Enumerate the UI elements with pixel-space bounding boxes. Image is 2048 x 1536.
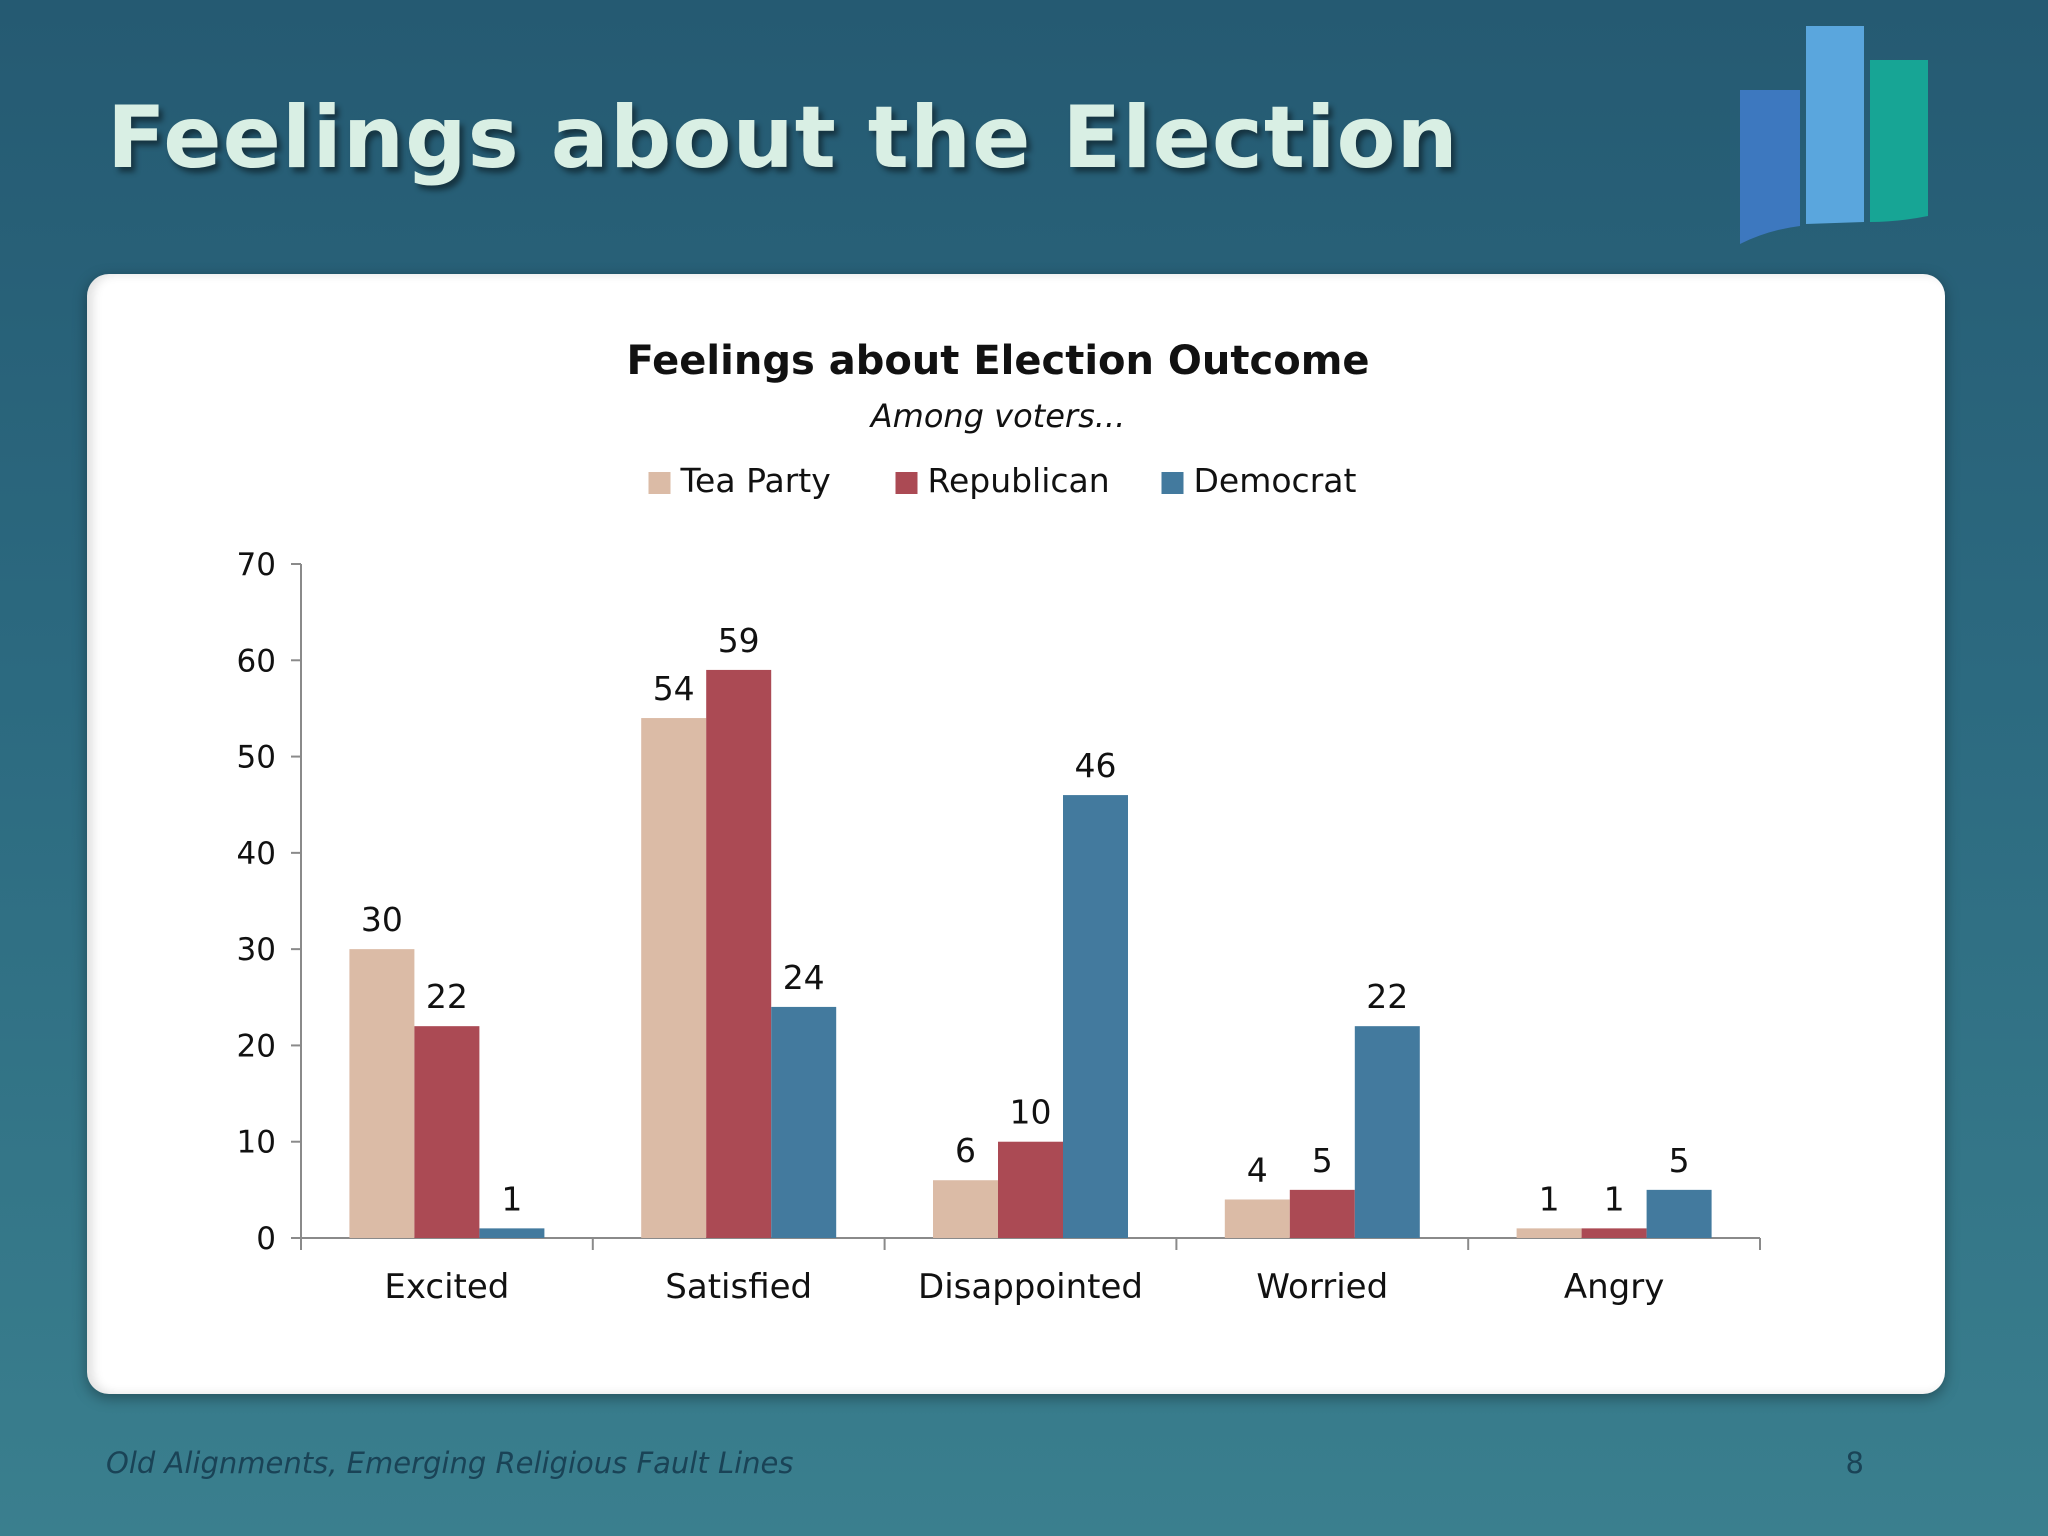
bar-tea-party	[933, 1180, 998, 1238]
legend-swatch	[1161, 472, 1184, 494]
bar-tea-party	[1224, 1199, 1290, 1238]
y-tick-label: 70	[237, 547, 276, 583]
chart-bars	[349, 669, 1712, 1238]
bar-data-label: 10	[1010, 1093, 1052, 1132]
legend-label: Tea Party	[680, 461, 831, 500]
bar-data-label: 30	[361, 900, 403, 939]
legend-swatch	[648, 472, 671, 494]
page-number: 8	[1845, 1446, 1864, 1480]
chart-axes: 0 10 20 30 40 50 60 70 Excited Satisfied Disappoin…	[237, 547, 1761, 1307]
bar-tea-party	[641, 718, 707, 1238]
y-tick-label: 0	[256, 1221, 276, 1257]
chart-panel: Feelings about Election Outcome Among vo…	[87, 274, 1945, 1394]
bar-data-label: 22	[1366, 977, 1408, 1016]
bar-data-label: 4	[1247, 1150, 1268, 1189]
bar-data-label: 54	[653, 669, 695, 708]
x-category-label: Angry	[1564, 1267, 1665, 1307]
bar-tea-party	[349, 949, 415, 1238]
logo-bar-middle	[1806, 26, 1864, 224]
bar-republican	[998, 1141, 1063, 1238]
bar-data-label: 5	[1312, 1141, 1333, 1180]
bar-chart: Feelings about Election Outcome Among vo…	[237, 338, 1761, 1307]
bar-democrat	[479, 1228, 545, 1238]
bar-data-label: 1	[1604, 1179, 1625, 1218]
y-tick-label: 20	[237, 1028, 276, 1064]
bar-data-label: 22	[426, 977, 468, 1016]
bar-tea-party	[1516, 1228, 1582, 1238]
bar-democrat	[1063, 795, 1128, 1238]
logo-bar-left	[1740, 90, 1800, 244]
legend-label: Republican	[928, 461, 1110, 500]
x-category-label: Excited	[384, 1267, 509, 1307]
chart-subtitle: Among voters...	[869, 397, 1126, 435]
bar-data-label: 1	[1539, 1179, 1560, 1218]
bar-democrat	[1646, 1189, 1712, 1238]
bar-data-label: 6	[955, 1131, 976, 1170]
bar-data-label: 46	[1075, 746, 1117, 785]
logo-bar-right	[1870, 60, 1928, 222]
chart-legend: Tea Party Republican Democrat	[648, 461, 1357, 500]
bar-data-label: 5	[1669, 1141, 1690, 1180]
footer-text: Old Alignments, Emerging Religious Fault…	[106, 1446, 794, 1480]
y-tick-label: 50	[237, 740, 276, 776]
chart-data-labels: 30 22 1 54 59 24 6 10 46 4 5 22 1 1 5	[361, 621, 1690, 1218]
x-category-label: Satisfied	[665, 1267, 812, 1307]
bar-republican	[1289, 1189, 1355, 1238]
slide-title: Feelings about the Election	[107, 88, 1459, 188]
y-tick-label: 30	[237, 932, 276, 968]
bar-chart-logo-icon	[1740, 26, 1928, 244]
y-tick-label: 10	[237, 1125, 276, 1161]
y-tick-label: 60	[237, 643, 276, 679]
bar-data-label: 59	[718, 621, 760, 660]
bar-data-label: 1	[501, 1179, 522, 1218]
bar-republican	[414, 1026, 480, 1238]
bar-republican	[1581, 1228, 1647, 1238]
bar-data-label: 24	[783, 958, 825, 997]
bar-republican	[706, 669, 772, 1238]
x-category-label: Disappointed	[918, 1267, 1143, 1307]
legend-swatch	[895, 472, 918, 494]
y-tick-label: 40	[237, 836, 276, 872]
bar-democrat	[1354, 1026, 1420, 1238]
chart-title: Feelings about Election Outcome	[626, 338, 1369, 384]
x-category-label: Worried	[1256, 1267, 1388, 1307]
bar-democrat	[771, 1006, 837, 1238]
legend-label: Democrat	[1194, 461, 1357, 500]
